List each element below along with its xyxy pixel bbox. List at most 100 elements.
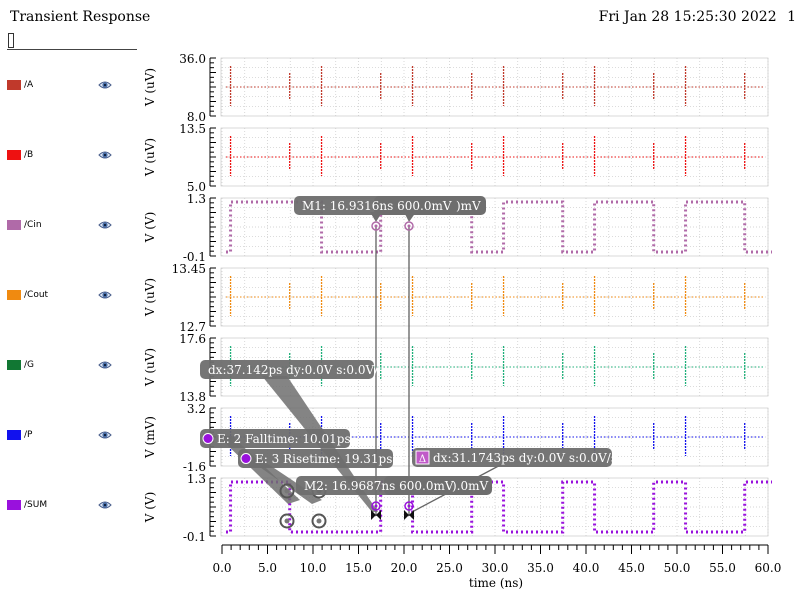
x-tick-label: 0.0 <box>212 561 231 575</box>
panel-a: 36.0 8.0 V (uV) <box>143 52 769 124</box>
y-min-label: -0.1 <box>183 530 206 544</box>
x-tick-label: 15.0 <box>345 561 372 575</box>
panel-frame <box>220 127 769 187</box>
delta-icon-glyph: Δ <box>419 454 426 465</box>
eye-icon[interactable] <box>98 428 112 442</box>
y-axis-label: V (V) <box>143 212 157 244</box>
y-max-label: 13.45 <box>172 262 206 276</box>
eye-icon[interactable] <box>98 288 112 302</box>
annotation-text: E: 3 Risetime: 19.31ps <box>255 452 392 466</box>
annotation-m1: M1: 16.9316ns 600.0mV )mV <box>294 196 481 215</box>
y-axis-label: V (mV) <box>143 416 157 459</box>
y-max-label: 1.3 <box>187 192 206 206</box>
y-axis-label: V (uV) <box>143 68 157 107</box>
legend-swatch <box>7 150 21 160</box>
annotation-text: dx:37.142ps dy:0.0V s:0.0V/s <box>208 363 384 377</box>
edge-marker <box>279 513 295 529</box>
edge-marker <box>311 513 327 529</box>
annotation-trailing-text: )mV <box>456 199 481 213</box>
marker-point-dot <box>374 504 378 508</box>
marker-point <box>404 501 414 511</box>
edge-dot-icon <box>240 453 252 464</box>
signal-search-input[interactable] <box>7 31 137 50</box>
annotation-m2: M2: 16.9687ns 600.0mV).0mV <box>296 476 489 495</box>
y-max-label: 36.0 <box>179 52 206 66</box>
text-cursor <box>8 33 14 48</box>
edge-marker-dot <box>284 518 290 524</box>
legend-label: /SUM <box>24 500 48 510</box>
x-tick-label: 25.0 <box>436 561 463 575</box>
y-min-label: 5.0 <box>187 180 206 194</box>
annotation-d1: dx:37.142ps dy:0.0V s:0.0V/s <box>200 360 384 379</box>
x-tick-label: 55.0 <box>709 561 736 575</box>
x-tick-label: 35.0 <box>527 561 554 575</box>
marker-point-dot <box>407 504 411 508</box>
eye-icon[interactable] <box>98 148 112 162</box>
x-tick-label: 5.0 <box>258 561 277 575</box>
annotation-text: M2: 16.9687ns 600.0mV <box>304 479 454 493</box>
marker-point-dot <box>407 224 411 228</box>
legend-swatch <box>7 360 21 370</box>
annotation-e3: E: 3 Risetime: 19.31ps <box>238 449 393 468</box>
legend-label: /G <box>24 360 35 370</box>
x-tick-label: 45.0 <box>618 561 645 575</box>
legend-label: /Cin <box>24 220 42 230</box>
legend-swatch <box>7 220 21 230</box>
y-max-label: 13.5 <box>179 122 206 136</box>
annotation-box <box>412 448 612 467</box>
annotation-box <box>200 360 374 379</box>
y-min-label: 8.0 <box>187 110 206 124</box>
marker-point-dot <box>374 224 378 228</box>
bowtie-icon <box>371 510 381 520</box>
page-number: 1 <box>787 9 796 25</box>
timestamp-text: Fri Jan 28 15:25:30 2022 <box>598 9 777 25</box>
x-tick-label: 50.0 <box>664 561 691 575</box>
y-max-label: 17.6 <box>179 332 206 346</box>
annotation-box <box>294 196 458 215</box>
edge-dot-icon <box>202 433 214 444</box>
marker-point <box>371 501 381 511</box>
x-tick-label: 30.0 <box>482 561 509 575</box>
y-min-label: 13.8 <box>179 390 206 404</box>
x-axis-label: time (ns) <box>469 576 523 590</box>
y-max-label: 3.2 <box>187 402 206 416</box>
window-title: Transient Response <box>10 9 151 25</box>
legend-swatch <box>7 80 21 90</box>
legend-label: /B <box>24 150 34 160</box>
y-min-label: -1.6 <box>183 460 206 474</box>
x-tick-label: 20.0 <box>391 561 418 575</box>
bowtie-icon <box>404 510 414 520</box>
marker-point <box>404 221 414 231</box>
eye-icon[interactable] <box>98 218 112 232</box>
panel-g: 17.6 13.8 V (uV) <box>143 332 769 404</box>
x-tick-label: 60.0 <box>755 561 782 575</box>
y-max-label: 1.3 <box>187 472 206 486</box>
eye-icon[interactable] <box>98 78 112 92</box>
legend-swatch <box>7 290 21 300</box>
legend-label: /P <box>24 430 33 440</box>
edge-marker <box>279 483 295 499</box>
annotation-text: E: 2 Falltime: 10.01ps <box>217 432 351 446</box>
eye-icon[interactable] <box>98 498 112 512</box>
edge-marker-dot <box>284 488 290 494</box>
timestamp: Fri Jan 28 15:25:30 2022 1 <box>599 9 796 25</box>
panel-b: 13.5 5.0 V (uV) <box>143 122 769 194</box>
y-axis-label: V (uV) <box>143 278 157 317</box>
edge-marker-dot <box>316 518 322 524</box>
marker-point <box>371 221 381 231</box>
annotation-text: dx:31.1743ps dy:0.0V s:0.0V/s <box>433 451 617 465</box>
panel-frame <box>220 477 769 537</box>
panel-cout: 13.45 12.7 V (uV) <box>143 262 769 334</box>
eye-icon[interactable] <box>98 358 112 372</box>
annotation-e2: E: 2 Falltime: 10.01ps <box>200 429 351 448</box>
legend-label: /Cout <box>24 290 49 300</box>
panel-frame <box>220 197 769 257</box>
annotation-text: M1: 16.9316ns 600.0mV <box>302 199 452 213</box>
legend-swatch <box>7 500 21 510</box>
annotation-box <box>296 476 456 495</box>
annotation-box <box>238 449 393 468</box>
y-axis-label: V (uV) <box>143 348 157 387</box>
square-wave-trace <box>226 480 772 534</box>
